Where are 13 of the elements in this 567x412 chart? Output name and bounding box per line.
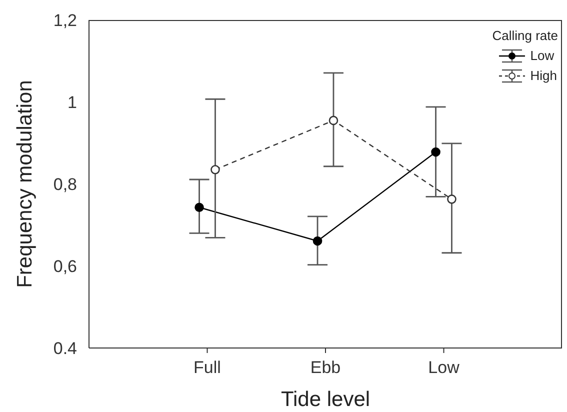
y-tick-label: 0,8 — [53, 175, 77, 194]
x-tick-label: Ebb — [310, 358, 341, 378]
y-axis-title: Frequency modulation — [13, 80, 36, 288]
legend-label: Low — [530, 47, 554, 65]
legend-title: Calling rate — [492, 27, 558, 45]
y-tick-label: 0.4 — [53, 339, 77, 358]
y-tick-label: 1,2 — [53, 11, 77, 30]
legend-label: High — [530, 67, 557, 85]
x-tick-label: Full — [194, 358, 221, 378]
y-tick-label: 1 — [68, 93, 77, 112]
x-tick-label: Low — [428, 358, 460, 378]
y-tick-label: 0,6 — [53, 257, 77, 276]
x-axis-title: Tide level — [280, 388, 370, 411]
